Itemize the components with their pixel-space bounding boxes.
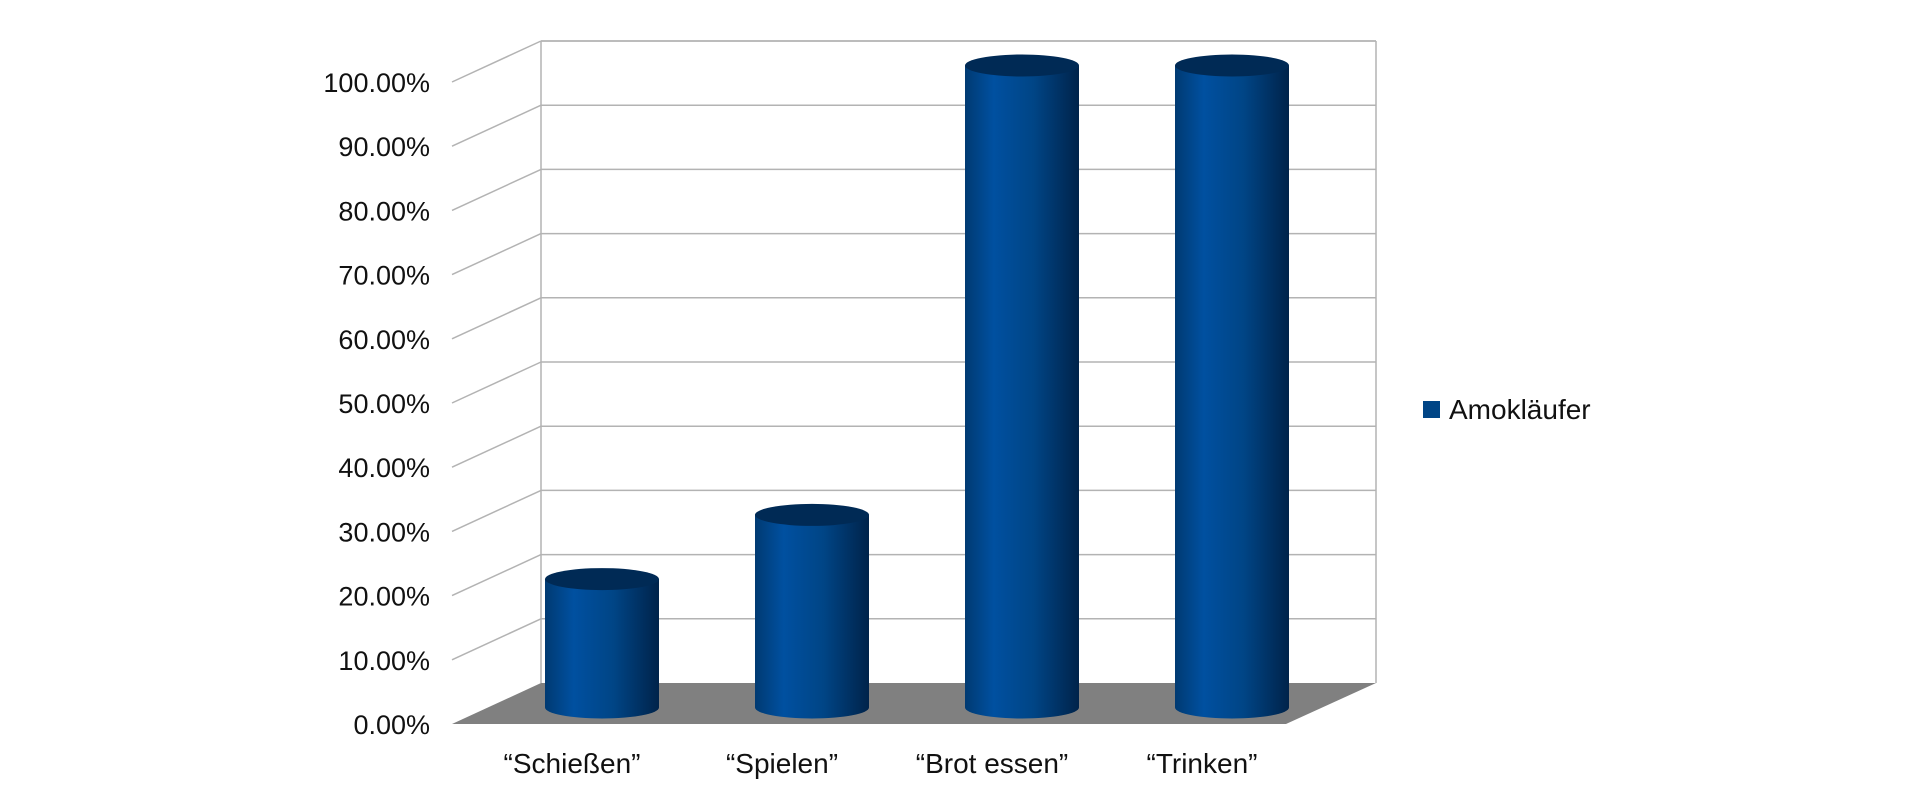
bar: [1175, 54, 1289, 719]
y-tick-label: 0.00%: [353, 710, 430, 740]
y-axis: 0.00% 10.00% 20.00% 30.00% 40.00% 50.00% 60.00…: [323, 68, 430, 740]
gridline-side: [451, 104, 542, 147]
x-axis: “Schießen” “Spielen” “Brot essen” “Trinken”: [504, 748, 1258, 779]
y-tick-label: 10.00%: [338, 646, 430, 676]
bar-top: [1175, 54, 1289, 77]
legend-swatch: [1423, 401, 1440, 418]
y-tick-label: 30.00%: [338, 517, 430, 547]
gridline-side: [451, 425, 542, 468]
gridline-side: [451, 232, 542, 276]
gridline-side: [451, 297, 542, 340]
bar-layer: [545, 54, 1289, 719]
bar: [545, 568, 659, 719]
y-tick-label: 70.00%: [338, 261, 430, 291]
legend: Amokläufer: [1423, 394, 1591, 425]
gridline-side: [451, 168, 542, 212]
gridline-side: [451, 489, 542, 533]
bar-top: [545, 568, 659, 591]
bar: [755, 503, 869, 719]
bar-body: [965, 65, 1079, 719]
x-tick-label: “Brot essen”: [916, 748, 1069, 779]
bar: [965, 54, 1079, 719]
bar-top: [755, 503, 869, 526]
x-tick-label: “Schießen”: [504, 748, 641, 779]
floor: [452, 683, 1376, 724]
bar-body: [755, 514, 869, 719]
y-tick-label: 20.00%: [338, 582, 430, 612]
y-tick-label: 60.00%: [338, 325, 430, 355]
y-tick-label: 80.00%: [338, 196, 430, 226]
legend-label: Amokläufer: [1449, 394, 1591, 425]
y-tick-label: 40.00%: [338, 453, 430, 483]
y-tick-label: 50.00%: [338, 389, 430, 419]
bar-body: [545, 579, 659, 719]
bar-top: [965, 54, 1079, 77]
y-tick-label: 90.00%: [338, 132, 430, 162]
gridline-side: [451, 40, 542, 83]
x-tick-label: “Spielen”: [726, 748, 838, 779]
y-tick-label: 100.00%: [323, 68, 430, 98]
x-tick-label: “Trinken”: [1147, 748, 1258, 779]
gridline-side: [451, 553, 542, 597]
bar-body: [1175, 65, 1289, 719]
gridline-side: [451, 618, 542, 661]
gridline-side: [451, 361, 542, 404]
